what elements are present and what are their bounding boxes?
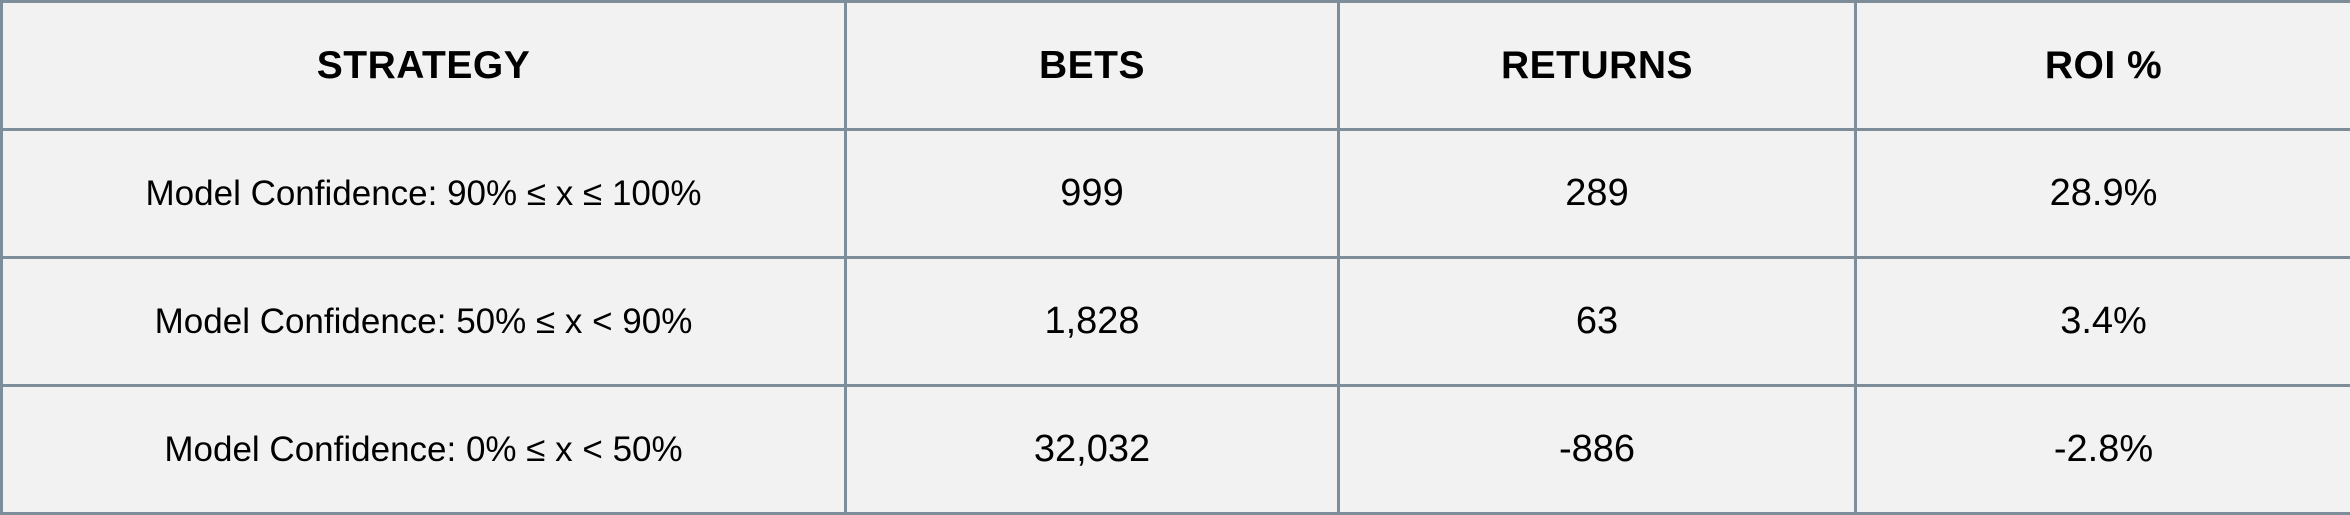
header-returns: RETURNS xyxy=(1339,2,1856,130)
table-row: Model Confidence: 0% ≤ x < 50% 32,032 -8… xyxy=(2,386,2350,514)
cell-strategy: Model Confidence: 90% ≤ x ≤ 100% xyxy=(2,130,846,258)
cell-returns: 289 xyxy=(1339,130,1856,258)
cell-roi: -2.8% xyxy=(1856,386,2350,514)
header-bets: BETS xyxy=(846,2,1339,130)
header-strategy: STRATEGY xyxy=(2,2,846,130)
table-row: Model Confidence: 50% ≤ x < 90% 1,828 63… xyxy=(2,258,2350,386)
table-header-row: STRATEGY BETS RETURNS ROI % xyxy=(2,2,2350,130)
cell-strategy: Model Confidence: 50% ≤ x < 90% xyxy=(2,258,846,386)
cell-roi: 3.4% xyxy=(1856,258,2350,386)
header-roi: ROI % xyxy=(1856,2,2350,130)
cell-bets: 1,828 xyxy=(846,258,1339,386)
cell-roi: 28.9% xyxy=(1856,130,2350,258)
table-row: Model Confidence: 90% ≤ x ≤ 100% 999 289… xyxy=(2,130,2350,258)
cell-bets: 32,032 xyxy=(846,386,1339,514)
cell-returns: -886 xyxy=(1339,386,1856,514)
cell-bets: 999 xyxy=(846,130,1339,258)
cell-returns: 63 xyxy=(1339,258,1856,386)
cell-strategy: Model Confidence: 0% ≤ x < 50% xyxy=(2,386,846,514)
